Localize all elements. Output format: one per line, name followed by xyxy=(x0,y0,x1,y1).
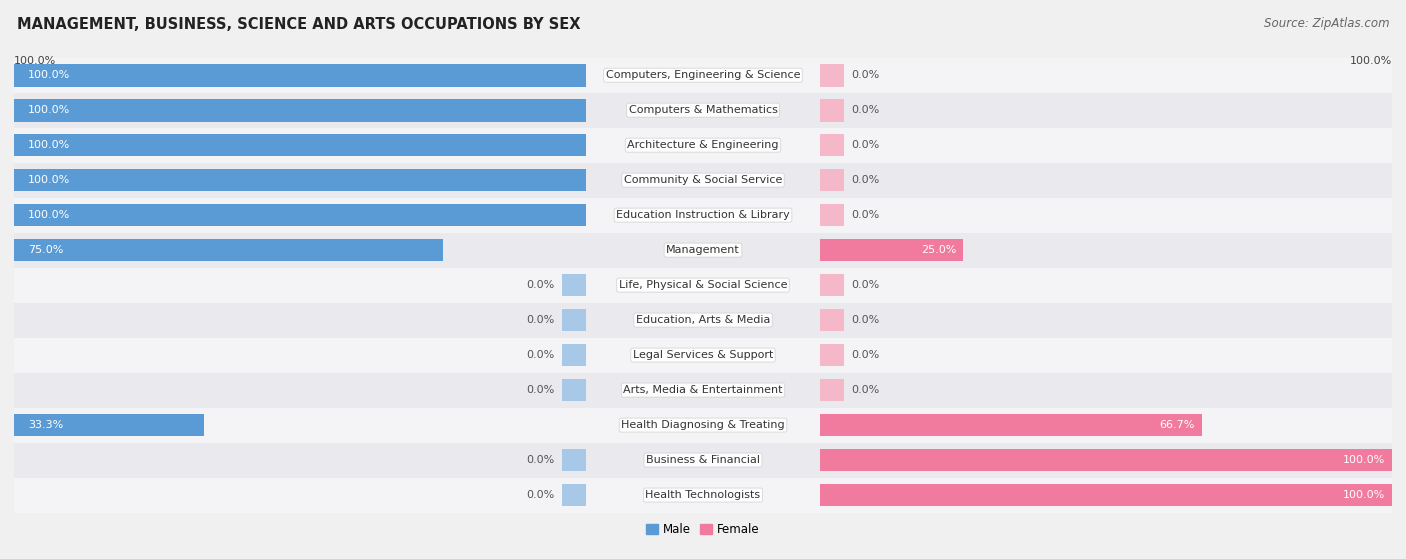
Text: 0.0%: 0.0% xyxy=(527,385,555,395)
Bar xyxy=(562,449,586,471)
Text: 100.0%: 100.0% xyxy=(28,70,70,80)
Text: 0.0%: 0.0% xyxy=(851,385,879,395)
Text: 100.0%: 100.0% xyxy=(1343,490,1385,500)
Bar xyxy=(820,239,963,262)
Bar xyxy=(820,449,1392,471)
Bar xyxy=(14,268,1392,302)
Text: Computers & Mathematics: Computers & Mathematics xyxy=(628,105,778,115)
Text: 100.0%: 100.0% xyxy=(14,56,56,66)
Text: Health Technologists: Health Technologists xyxy=(645,490,761,500)
Bar xyxy=(14,477,1392,513)
Bar xyxy=(820,134,844,157)
Text: 0.0%: 0.0% xyxy=(851,280,879,290)
Bar xyxy=(14,239,443,262)
Text: 75.0%: 75.0% xyxy=(28,245,63,255)
Bar xyxy=(14,302,1392,338)
Text: 0.0%: 0.0% xyxy=(527,455,555,465)
Bar xyxy=(14,99,586,121)
Bar xyxy=(14,163,1392,198)
Bar xyxy=(14,127,1392,163)
Text: Business & Financial: Business & Financial xyxy=(645,455,761,465)
Text: 0.0%: 0.0% xyxy=(851,210,879,220)
Bar xyxy=(14,443,1392,477)
Text: 0.0%: 0.0% xyxy=(851,315,879,325)
Bar xyxy=(14,372,1392,408)
Text: Life, Physical & Social Science: Life, Physical & Social Science xyxy=(619,280,787,290)
Text: 0.0%: 0.0% xyxy=(527,315,555,325)
Bar xyxy=(14,338,1392,372)
Bar xyxy=(820,99,844,121)
Text: Computers, Engineering & Science: Computers, Engineering & Science xyxy=(606,70,800,80)
Text: 33.3%: 33.3% xyxy=(28,420,63,430)
Text: Education, Arts & Media: Education, Arts & Media xyxy=(636,315,770,325)
Text: Health Diagnosing & Treating: Health Diagnosing & Treating xyxy=(621,420,785,430)
Text: 25.0%: 25.0% xyxy=(921,245,956,255)
Text: 0.0%: 0.0% xyxy=(851,175,879,185)
Text: Source: ZipAtlas.com: Source: ZipAtlas.com xyxy=(1264,17,1389,30)
Text: 0.0%: 0.0% xyxy=(527,350,555,360)
Text: 100.0%: 100.0% xyxy=(28,175,70,185)
Text: 0.0%: 0.0% xyxy=(851,70,879,80)
Bar xyxy=(14,414,204,437)
Text: Arts, Media & Entertainment: Arts, Media & Entertainment xyxy=(623,385,783,395)
Text: 0.0%: 0.0% xyxy=(851,105,879,115)
Text: Legal Services & Support: Legal Services & Support xyxy=(633,350,773,360)
Bar xyxy=(562,274,586,296)
Bar xyxy=(14,93,1392,127)
Text: 100.0%: 100.0% xyxy=(28,140,70,150)
Text: 0.0%: 0.0% xyxy=(527,280,555,290)
Bar xyxy=(562,378,586,401)
Bar xyxy=(820,484,1392,506)
Text: Education Instruction & Library: Education Instruction & Library xyxy=(616,210,790,220)
Text: Architecture & Engineering: Architecture & Engineering xyxy=(627,140,779,150)
Text: 100.0%: 100.0% xyxy=(28,210,70,220)
Text: 0.0%: 0.0% xyxy=(527,490,555,500)
Bar xyxy=(14,169,586,192)
Bar xyxy=(14,134,586,157)
Text: 0.0%: 0.0% xyxy=(851,350,879,360)
Text: 100.0%: 100.0% xyxy=(1350,56,1392,66)
Bar xyxy=(562,309,586,331)
Bar xyxy=(820,64,844,87)
Text: 100.0%: 100.0% xyxy=(28,105,70,115)
Bar xyxy=(562,344,586,367)
Bar xyxy=(14,233,1392,268)
Bar xyxy=(820,378,844,401)
Bar xyxy=(562,484,586,506)
Text: 0.0%: 0.0% xyxy=(851,140,879,150)
Text: Management: Management xyxy=(666,245,740,255)
Bar xyxy=(14,64,586,87)
Bar xyxy=(14,203,586,226)
Bar xyxy=(820,344,844,367)
Bar xyxy=(14,58,1392,93)
Legend: Male, Female: Male, Female xyxy=(641,518,765,541)
Text: Community & Social Service: Community & Social Service xyxy=(624,175,782,185)
Bar xyxy=(820,309,844,331)
Bar xyxy=(820,274,844,296)
Text: 100.0%: 100.0% xyxy=(1343,455,1385,465)
Bar xyxy=(14,198,1392,233)
Bar xyxy=(820,169,844,192)
Bar xyxy=(820,414,1202,437)
Bar xyxy=(14,408,1392,443)
Text: 66.7%: 66.7% xyxy=(1160,420,1195,430)
Bar xyxy=(820,203,844,226)
Text: MANAGEMENT, BUSINESS, SCIENCE AND ARTS OCCUPATIONS BY SEX: MANAGEMENT, BUSINESS, SCIENCE AND ARTS O… xyxy=(17,17,581,32)
